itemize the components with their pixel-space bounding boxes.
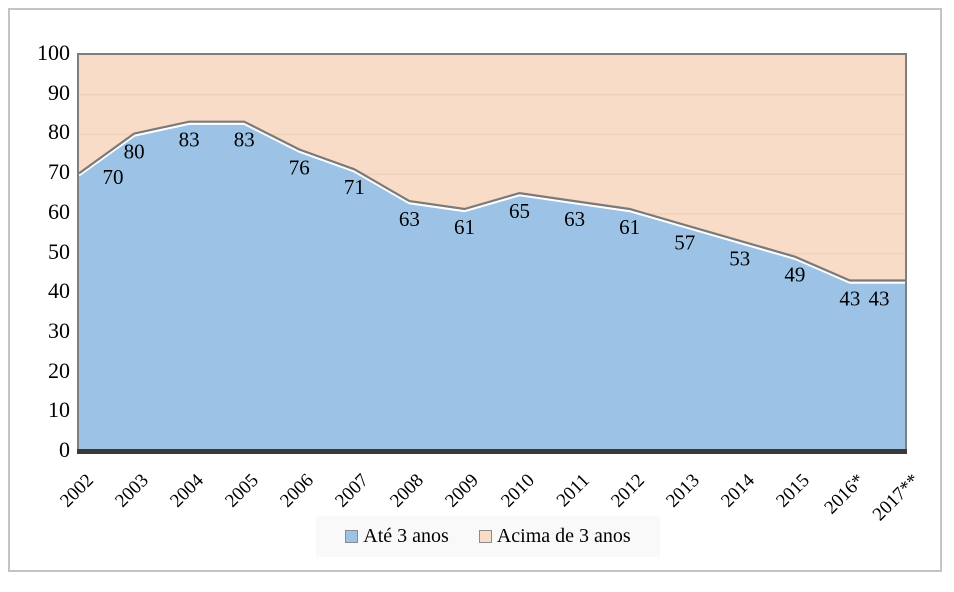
data-label: 61 [454,215,475,239]
y-tick-label: 100 [37,40,70,65]
data-label: 83 [234,127,255,151]
x-axis-line [77,449,907,454]
x-tick-label: 2011 [552,470,594,512]
legend: Até 3 anos Acima de 3 anos [316,516,660,557]
y-tick-label: 70 [48,159,70,185]
y-tick-label: 30 [48,317,70,343]
data-label: 76 [289,155,310,179]
legend-label-ate-3-anos: Até 3 anos [363,525,449,547]
data-label: 43 [869,286,890,310]
data-label: 80 [124,139,145,163]
y-tick-label: 40 [48,278,70,304]
x-tick-label: 2009 [441,470,484,512]
data-label: 65 [509,199,530,223]
legend-item-ate-3-anos: Até 3 anos [345,525,449,548]
x-tick-label: 2004 [166,470,208,512]
legend-item-acima-de-3-anos: Acima de 3 anos [478,525,631,548]
legend-label-acima-de-3-anos: Acima de 3 anos [496,525,631,547]
x-tick-label: 2012 [606,470,649,512]
data-label: 53 [729,247,750,271]
plot-area: 70 80 83 83 76 71 63 61 65 63 61 57 53 49 43 43 [77,53,907,452]
x-tick-label: 2013 [661,470,704,512]
x-tick-label: 2008 [386,470,429,512]
y-tick-label: 60 [48,198,70,224]
data-label: 57 [674,231,695,255]
boundary-underline [79,122,905,284]
y-tick-label: 90 [48,79,70,105]
x-tick-label: 2006 [276,470,319,512]
x-tick-label: 2003 [111,470,153,512]
boundary-line [79,120,905,282]
x-tick-label: 2015 [771,470,814,512]
x-tick-label: 2007 [331,470,374,512]
x-tick-label: 2016* [820,470,869,519]
area-ate-3-anos [79,122,905,452]
data-label: 83 [179,127,200,151]
legend-swatch-acima-de-3-anos [478,530,492,543]
data-label: 63 [564,207,585,231]
x-tick-label: 2017** [868,470,924,526]
y-tick-label: 20 [48,357,70,383]
data-label: 43 [839,286,860,310]
data-label: 49 [784,262,805,286]
data-label: 70 [103,165,124,189]
x-tick-label: 2002 [56,470,98,512]
x-tick-label: 2010 [496,470,539,512]
x-tick-label: 2005 [221,470,264,512]
chart-frame: 0 10 20 30 40 50 60 70 80 90 100 70 80 83 83 76 71 63 61 6… [8,8,942,572]
y-tick-label: 50 [48,238,70,264]
y-tick-label: 80 [48,119,70,145]
y-tick-label: 0 [59,437,70,462]
legend-swatch-ate-3-anos [345,530,359,543]
y-tick-label: 10 [48,397,70,423]
data-label: 71 [344,175,365,199]
data-label: 61 [619,215,640,239]
x-tick-label: 2014 [716,470,759,512]
data-label: 63 [399,207,420,231]
